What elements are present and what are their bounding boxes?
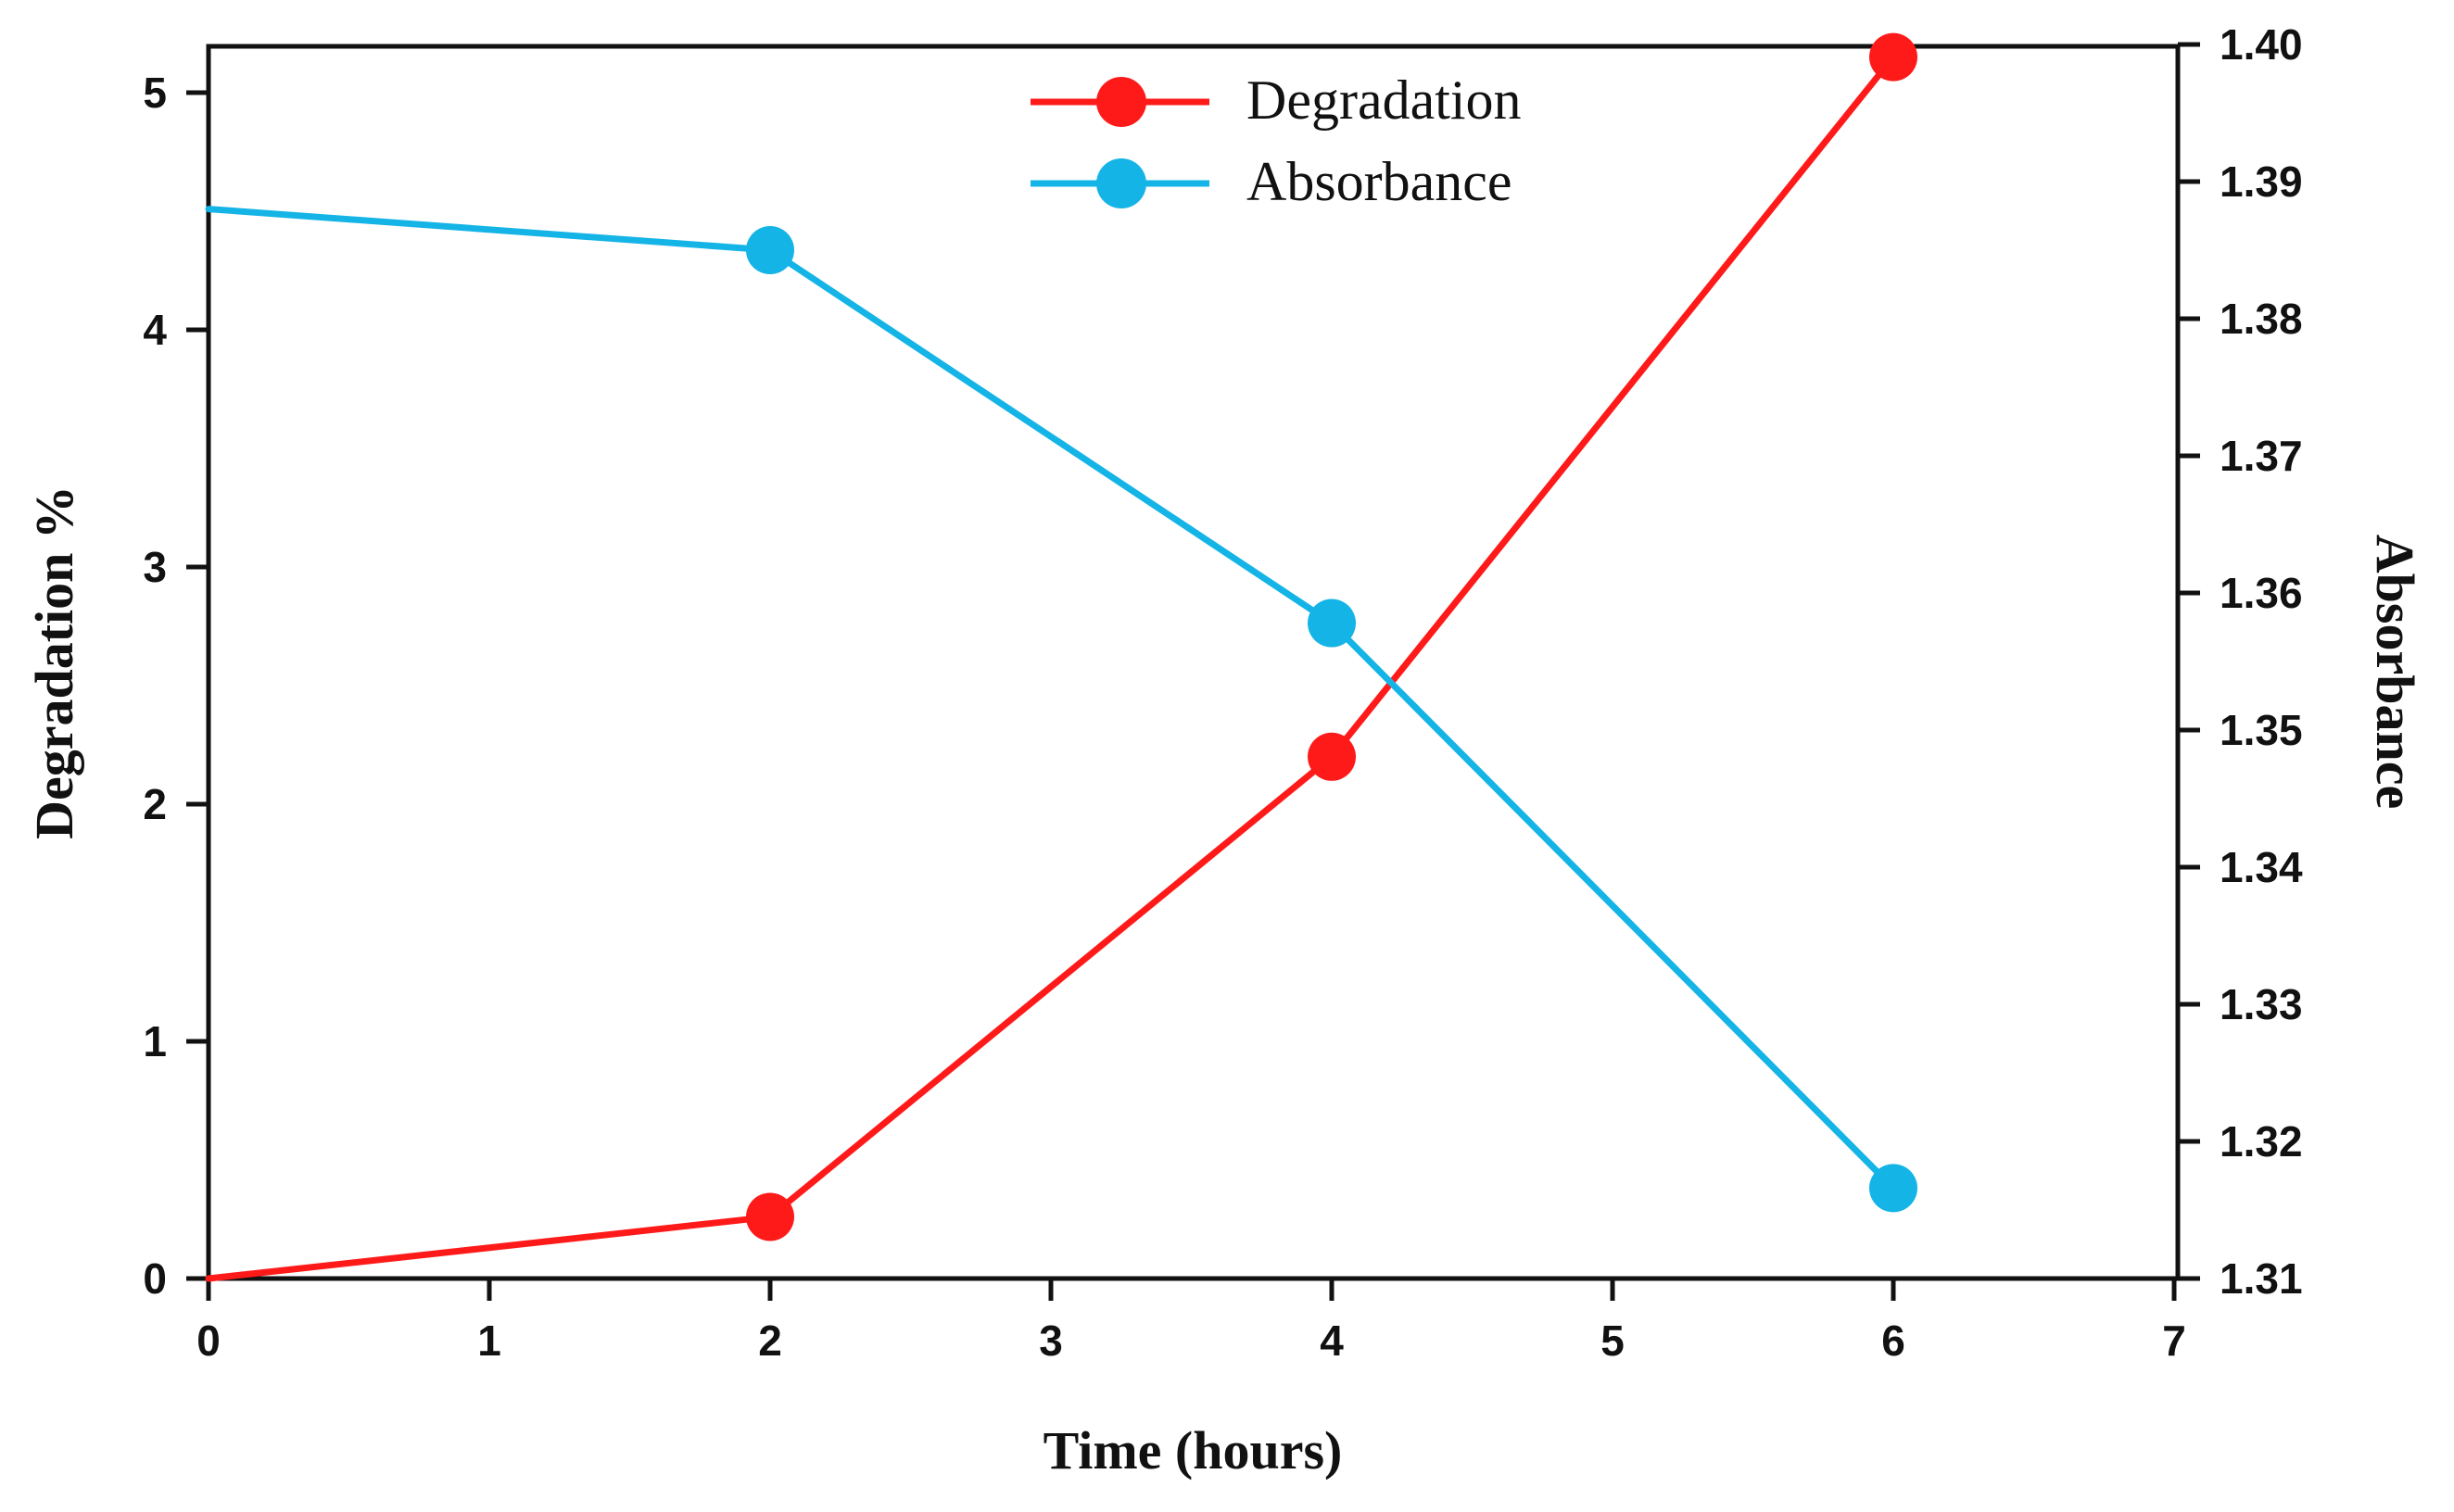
degradation-series-line (205, 54, 1897, 1282)
degradation-data-point (746, 1192, 794, 1241)
left-y-axis-title: Degradation % (24, 485, 84, 839)
degradation-data-point (1308, 732, 1356, 781)
absorbance-data-point (746, 226, 794, 274)
x-tick-label: 6 (1881, 1317, 1905, 1365)
x-tick-label: 4 (1320, 1317, 1344, 1365)
x-axis-title: Time (hours) (1044, 1420, 1343, 1480)
left-y-tick-label: 2 (143, 780, 167, 828)
x-axis-ticks: 0 1 2 3 4 5 6 7 (196, 1279, 2186, 1365)
legend-degradation-marker (1096, 77, 1146, 127)
legend-degradation-label: Degradation (1246, 69, 1522, 131)
absorbance-series-line (205, 206, 1897, 1191)
x-tick-label: 5 (1600, 1317, 1625, 1365)
left-y-tick-label: 0 (143, 1254, 167, 1303)
x-tick-label: 0 (196, 1317, 221, 1365)
right-y-tick-label: 1.40 (2220, 20, 2303, 69)
right-y-tick-label: 1.32 (2220, 1117, 2303, 1166)
right-y-tick-label: 1.31 (2220, 1254, 2303, 1303)
right-y-tick-label: 1.36 (2220, 569, 2303, 617)
right-y-tick-label: 1.38 (2220, 295, 2303, 343)
x-tick-label: 2 (758, 1317, 782, 1365)
left-y-axis-ticks: 0 1 2 3 4 5 (143, 69, 209, 1303)
right-y-axis-ticks: 1.31 1.32 1.33 1.34 1.35 1.36 1.37 1.38 1.39 1.40 (2178, 20, 2303, 1303)
legend-absorbance-marker (1096, 158, 1146, 208)
series-layer (205, 32, 1917, 1282)
right-y-tick-label: 1.35 (2220, 706, 2303, 754)
right-y-tick-label: 1.37 (2220, 432, 2303, 480)
absorbance-data-point (1308, 598, 1356, 648)
absorbance-data-point (1869, 1164, 1917, 1213)
degradation-data-point (1869, 32, 1917, 82)
x-tick-label: 3 (1039, 1317, 1063, 1365)
right-y-tick-label: 1.39 (2220, 158, 2303, 206)
right-y-axis-title: Absorbance (2365, 535, 2425, 809)
x-tick-label: 1 (477, 1317, 501, 1365)
left-y-tick-label: 4 (143, 306, 167, 354)
left-y-tick-label: 3 (143, 543, 167, 591)
left-y-tick-label: 5 (143, 69, 167, 117)
plot-area-frame (206, 44, 2181, 1281)
left-y-tick-label: 1 (143, 1017, 167, 1065)
legend-absorbance-label: Absorbance (1246, 151, 1512, 212)
right-y-tick-label: 1.33 (2220, 980, 2303, 1028)
x-tick-label: 7 (2162, 1317, 2186, 1365)
legend: Degradation Absorbance (1031, 69, 1522, 212)
right-y-tick-label: 1.34 (2220, 843, 2303, 891)
